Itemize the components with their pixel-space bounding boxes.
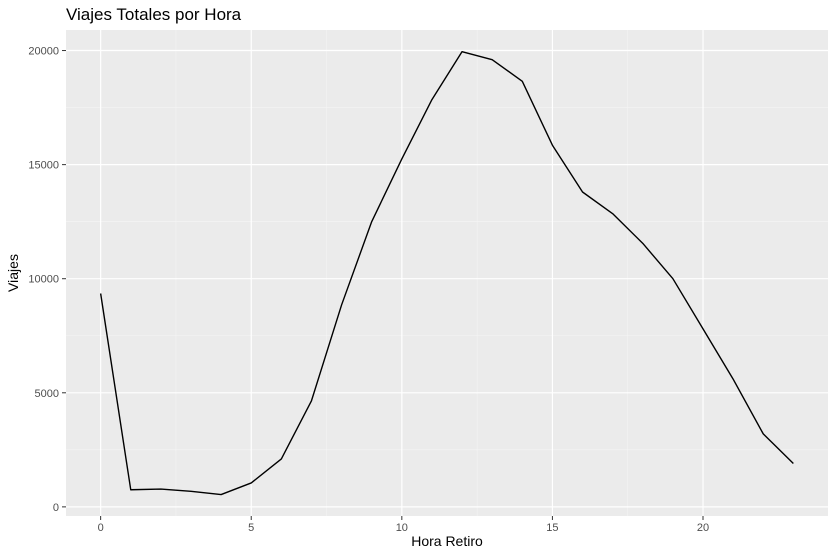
y-tick-label: 0	[53, 502, 59, 514]
x-axis-label: Hora Retiro	[411, 533, 483, 549]
x-tick-label: 5	[248, 522, 254, 534]
axis-ticks: 0 5 10 15 20 0 5000 10000 15000 20000	[28, 46, 709, 534]
y-tick-label: 20000	[28, 46, 59, 58]
series-layer	[99, 50, 794, 496]
y-tick-label: 15000	[28, 160, 59, 172]
x-tick-label: 20	[697, 522, 709, 534]
y-axis-label: Viajes	[5, 254, 21, 292]
x-tick-label: 15	[546, 522, 558, 534]
plot-panel	[66, 30, 828, 516]
y-tick-label: 10000	[28, 274, 59, 286]
y-tick-label: 5000	[35, 388, 59, 400]
series-line	[99, 50, 794, 496]
chart-title: Viajes Totales por Hora	[66, 5, 242, 24]
x-tick-label: 0	[98, 522, 104, 534]
grid-lines	[66, 30, 828, 516]
x-tick-label: 10	[396, 522, 408, 534]
